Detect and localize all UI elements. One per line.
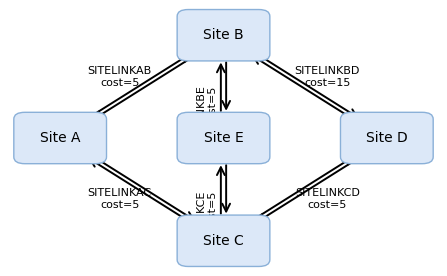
Text: Site A: Site A xyxy=(40,131,80,145)
Text: SITELINKAC
cost=5: SITELINKAC cost=5 xyxy=(88,188,152,210)
FancyBboxPatch shape xyxy=(177,10,270,61)
Text: SITELINKBD
cost=15: SITELINKBD cost=15 xyxy=(295,66,360,88)
FancyBboxPatch shape xyxy=(341,112,433,164)
FancyBboxPatch shape xyxy=(177,215,270,266)
Text: SITELINKCE
cost=5: SITELINKCE cost=5 xyxy=(196,191,218,254)
FancyBboxPatch shape xyxy=(14,112,106,164)
Text: SITELINKBE
cost=5: SITELINKBE cost=5 xyxy=(196,85,218,149)
Text: Site C: Site C xyxy=(203,234,244,248)
FancyBboxPatch shape xyxy=(177,112,270,164)
Text: SITELINKAB
cost=5: SITELINKAB cost=5 xyxy=(88,66,152,88)
Text: SITELINKCD
cost=5: SITELINKCD cost=5 xyxy=(295,188,360,210)
Text: Site D: Site D xyxy=(366,131,408,145)
Text: Site E: Site E xyxy=(204,131,243,145)
Text: Site B: Site B xyxy=(203,28,244,42)
